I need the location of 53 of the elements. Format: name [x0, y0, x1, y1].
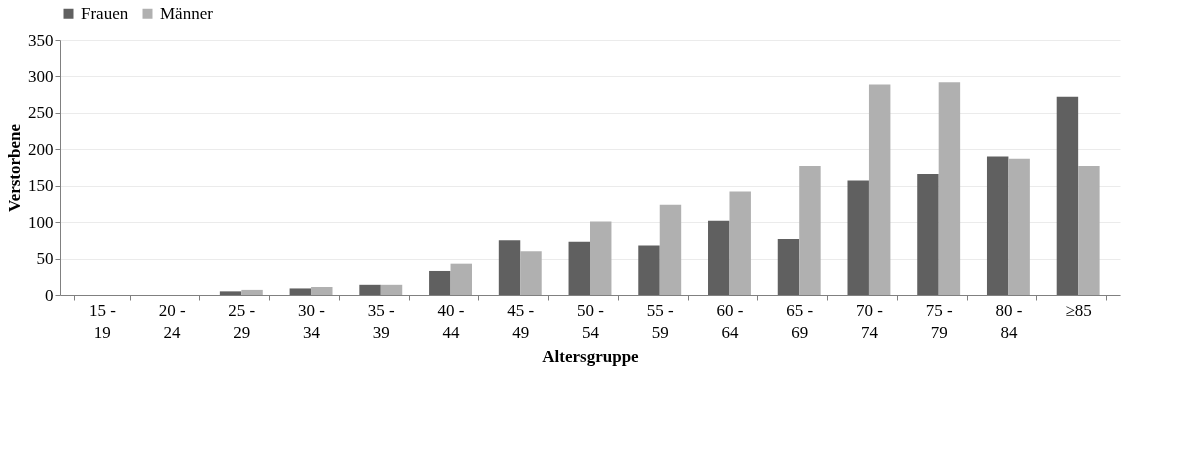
y-tick-label: 100 — [28, 212, 54, 232]
bar — [847, 180, 869, 295]
y-tick-label: 0 — [45, 285, 54, 305]
x-tick-label: 30 - 34 — [298, 300, 326, 342]
y-tick-label: 350 — [28, 30, 54, 50]
x-tick-label: 55 - 59 — [646, 300, 675, 342]
bar — [986, 156, 1009, 295]
bar — [917, 174, 939, 295]
x-tick-label: 80 - 84 — [995, 300, 1023, 342]
bar — [311, 286, 333, 295]
bar — [868, 84, 891, 295]
y-tick-label: 50 — [36, 249, 54, 269]
bar — [568, 241, 590, 295]
bar — [638, 245, 660, 295]
x-tick-label: 70 - 74 — [855, 300, 884, 342]
y-axis-title: Verstorbene — [5, 123, 24, 213]
x-tick-label: 25 - 29 — [228, 300, 256, 342]
x-tick-label: 50 - 54 — [577, 300, 605, 342]
x-axis-title: Altersgruppe — [542, 346, 640, 366]
y-tick-label: 250 — [28, 103, 54, 123]
x-tick-label: 60 - 64 — [716, 300, 744, 342]
bar — [429, 270, 451, 295]
bar — [708, 220, 730, 295]
y-tick-label: 300 — [28, 66, 54, 86]
bar — [241, 289, 263, 295]
bar — [777, 238, 800, 295]
y-tick-label: 150 — [28, 176, 54, 196]
legend-label: Frauen — [81, 3, 129, 23]
bar — [1078, 166, 1100, 295]
bar — [1056, 96, 1079, 295]
bar — [938, 82, 961, 295]
bar — [1008, 158, 1030, 295]
bar — [359, 284, 381, 295]
bar — [289, 288, 312, 295]
bar — [590, 221, 612, 295]
x-tick-label: 45 - 49 — [507, 300, 535, 342]
bar — [659, 204, 682, 295]
bar — [729, 191, 751, 295]
y-tick-label: 200 — [28, 139, 54, 159]
bar — [498, 240, 521, 295]
bar — [219, 291, 242, 295]
x-tick-label: 15 - 19 — [88, 300, 117, 342]
x-tick-label: 35 - 39 — [367, 300, 396, 342]
x-tick-label: 75 - 79 — [925, 300, 953, 342]
bar — [799, 166, 821, 295]
x-tick-label: 65 - 69 — [786, 300, 814, 342]
x-tick-label: 20 - 24 — [158, 300, 186, 342]
bar — [450, 263, 472, 295]
legend-label: Männer — [160, 3, 214, 23]
bar — [380, 284, 403, 295]
bar — [520, 251, 542, 295]
x-tick-label: ≥85 — [1065, 300, 1092, 320]
x-tick-label: 40 - 44 — [437, 300, 465, 342]
